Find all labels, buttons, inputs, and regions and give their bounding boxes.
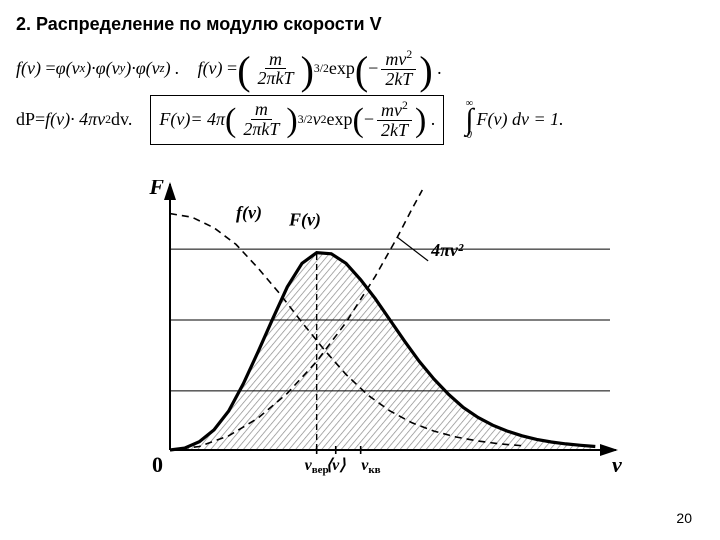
svg-text:v: v [612, 452, 622, 477]
equation-row-2: dP = f(v) · 4πv2 dv. F(v) = 4π ( m2πkT )… [16, 95, 704, 145]
svg-text:f(v): f(v) [236, 202, 262, 223]
svg-text:⟨v⟩: ⟨v⟩ [326, 457, 346, 474]
equation-row-1: f(v) = φ(vx )·φ(vy )·φ(vz ) . f(v) = ( m… [16, 49, 704, 89]
eq-dP: dP = f(v) · 4πv2 dv. [16, 109, 132, 130]
eq-fv-formula: f(v) = ( m2πkT )3/2 exp (− mv22kT ) . [198, 49, 442, 89]
section-title: 2. Распределение по модулю скорости V [16, 14, 704, 35]
svg-text:0: 0 [152, 452, 163, 477]
eq-Fv-boxed: F(v) = 4π ( m2πkT )3/2 v2 exp (− mv22kT … [150, 95, 444, 145]
eq-fv-product: f(v) = φ(vx )·φ(vy )·φ(vz ) . [16, 58, 180, 79]
svg-text:vкв: vкв [361, 457, 380, 476]
svg-text:4πv²: 4πv² [430, 240, 464, 260]
svg-text:F(v): F(v) [288, 209, 321, 230]
eq-normalization: ∞ ∫ 0 F(v) dv = 1. [462, 100, 563, 140]
page-number: 20 [676, 510, 692, 526]
maxwell-speed-chart: Fv0f(v)F(v)4πv²vвер⟨v⟩vкв [110, 180, 630, 510]
svg-text:F: F [148, 180, 164, 199]
